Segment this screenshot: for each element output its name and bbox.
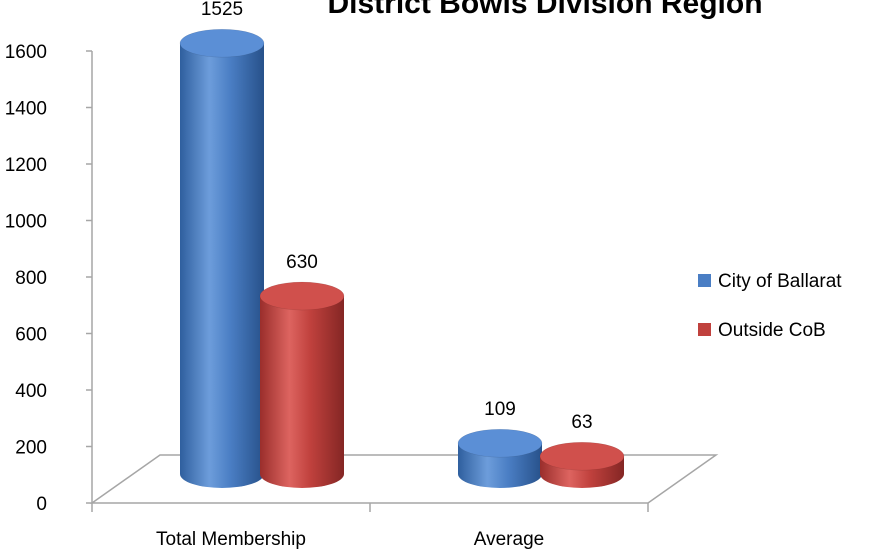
y-tick-label: 600 [15, 325, 47, 346]
bar [539, 441, 625, 488]
y-tick-label: 0 [36, 494, 47, 515]
data-label: 1525 [201, 0, 243, 20]
legend-swatch [698, 274, 711, 287]
bar-body [260, 296, 344, 488]
legend-item: City of Ballarat [698, 271, 842, 292]
y-tick-label: 1200 [5, 155, 47, 176]
bar [457, 428, 543, 488]
bar-top [539, 441, 625, 471]
chart-title: District Bowls Division Region [327, 0, 762, 20]
data-label: 63 [571, 412, 592, 433]
legend-swatch [698, 323, 711, 336]
y-axis: 0 200 400 600 800 1000 1200 1400 1600 [5, 42, 92, 515]
y-tick-label: 1000 [5, 212, 47, 233]
legend-item: Outside CoB [698, 320, 826, 341]
bars [179, 28, 625, 488]
x-tick-label: Total Membership [156, 529, 306, 550]
chart-floor [89, 454, 719, 504]
bar [179, 28, 265, 488]
y-tick-label: 1600 [5, 42, 47, 63]
data-labels: 1525 109 630 63 [201, 0, 593, 433]
y-tick-label: 800 [15, 268, 47, 289]
data-label: 630 [286, 252, 318, 273]
legend-label: City of Ballarat [718, 271, 842, 292]
x-axis: Total Membership Average [91, 503, 649, 550]
legend-label: Outside CoB [718, 320, 826, 341]
x-tick-label: Average [474, 529, 544, 550]
bar-body [180, 43, 264, 488]
data-label: 109 [484, 399, 516, 420]
y-tick-label: 400 [15, 381, 47, 402]
y-tick-label: 1400 [5, 99, 47, 120]
bar [259, 281, 345, 488]
y-tick-label: 200 [15, 438, 47, 459]
bar-top [259, 281, 345, 311]
bar-top [457, 428, 543, 458]
bar-top [179, 28, 265, 58]
legend: City of Ballarat Outside CoB [698, 271, 842, 341]
